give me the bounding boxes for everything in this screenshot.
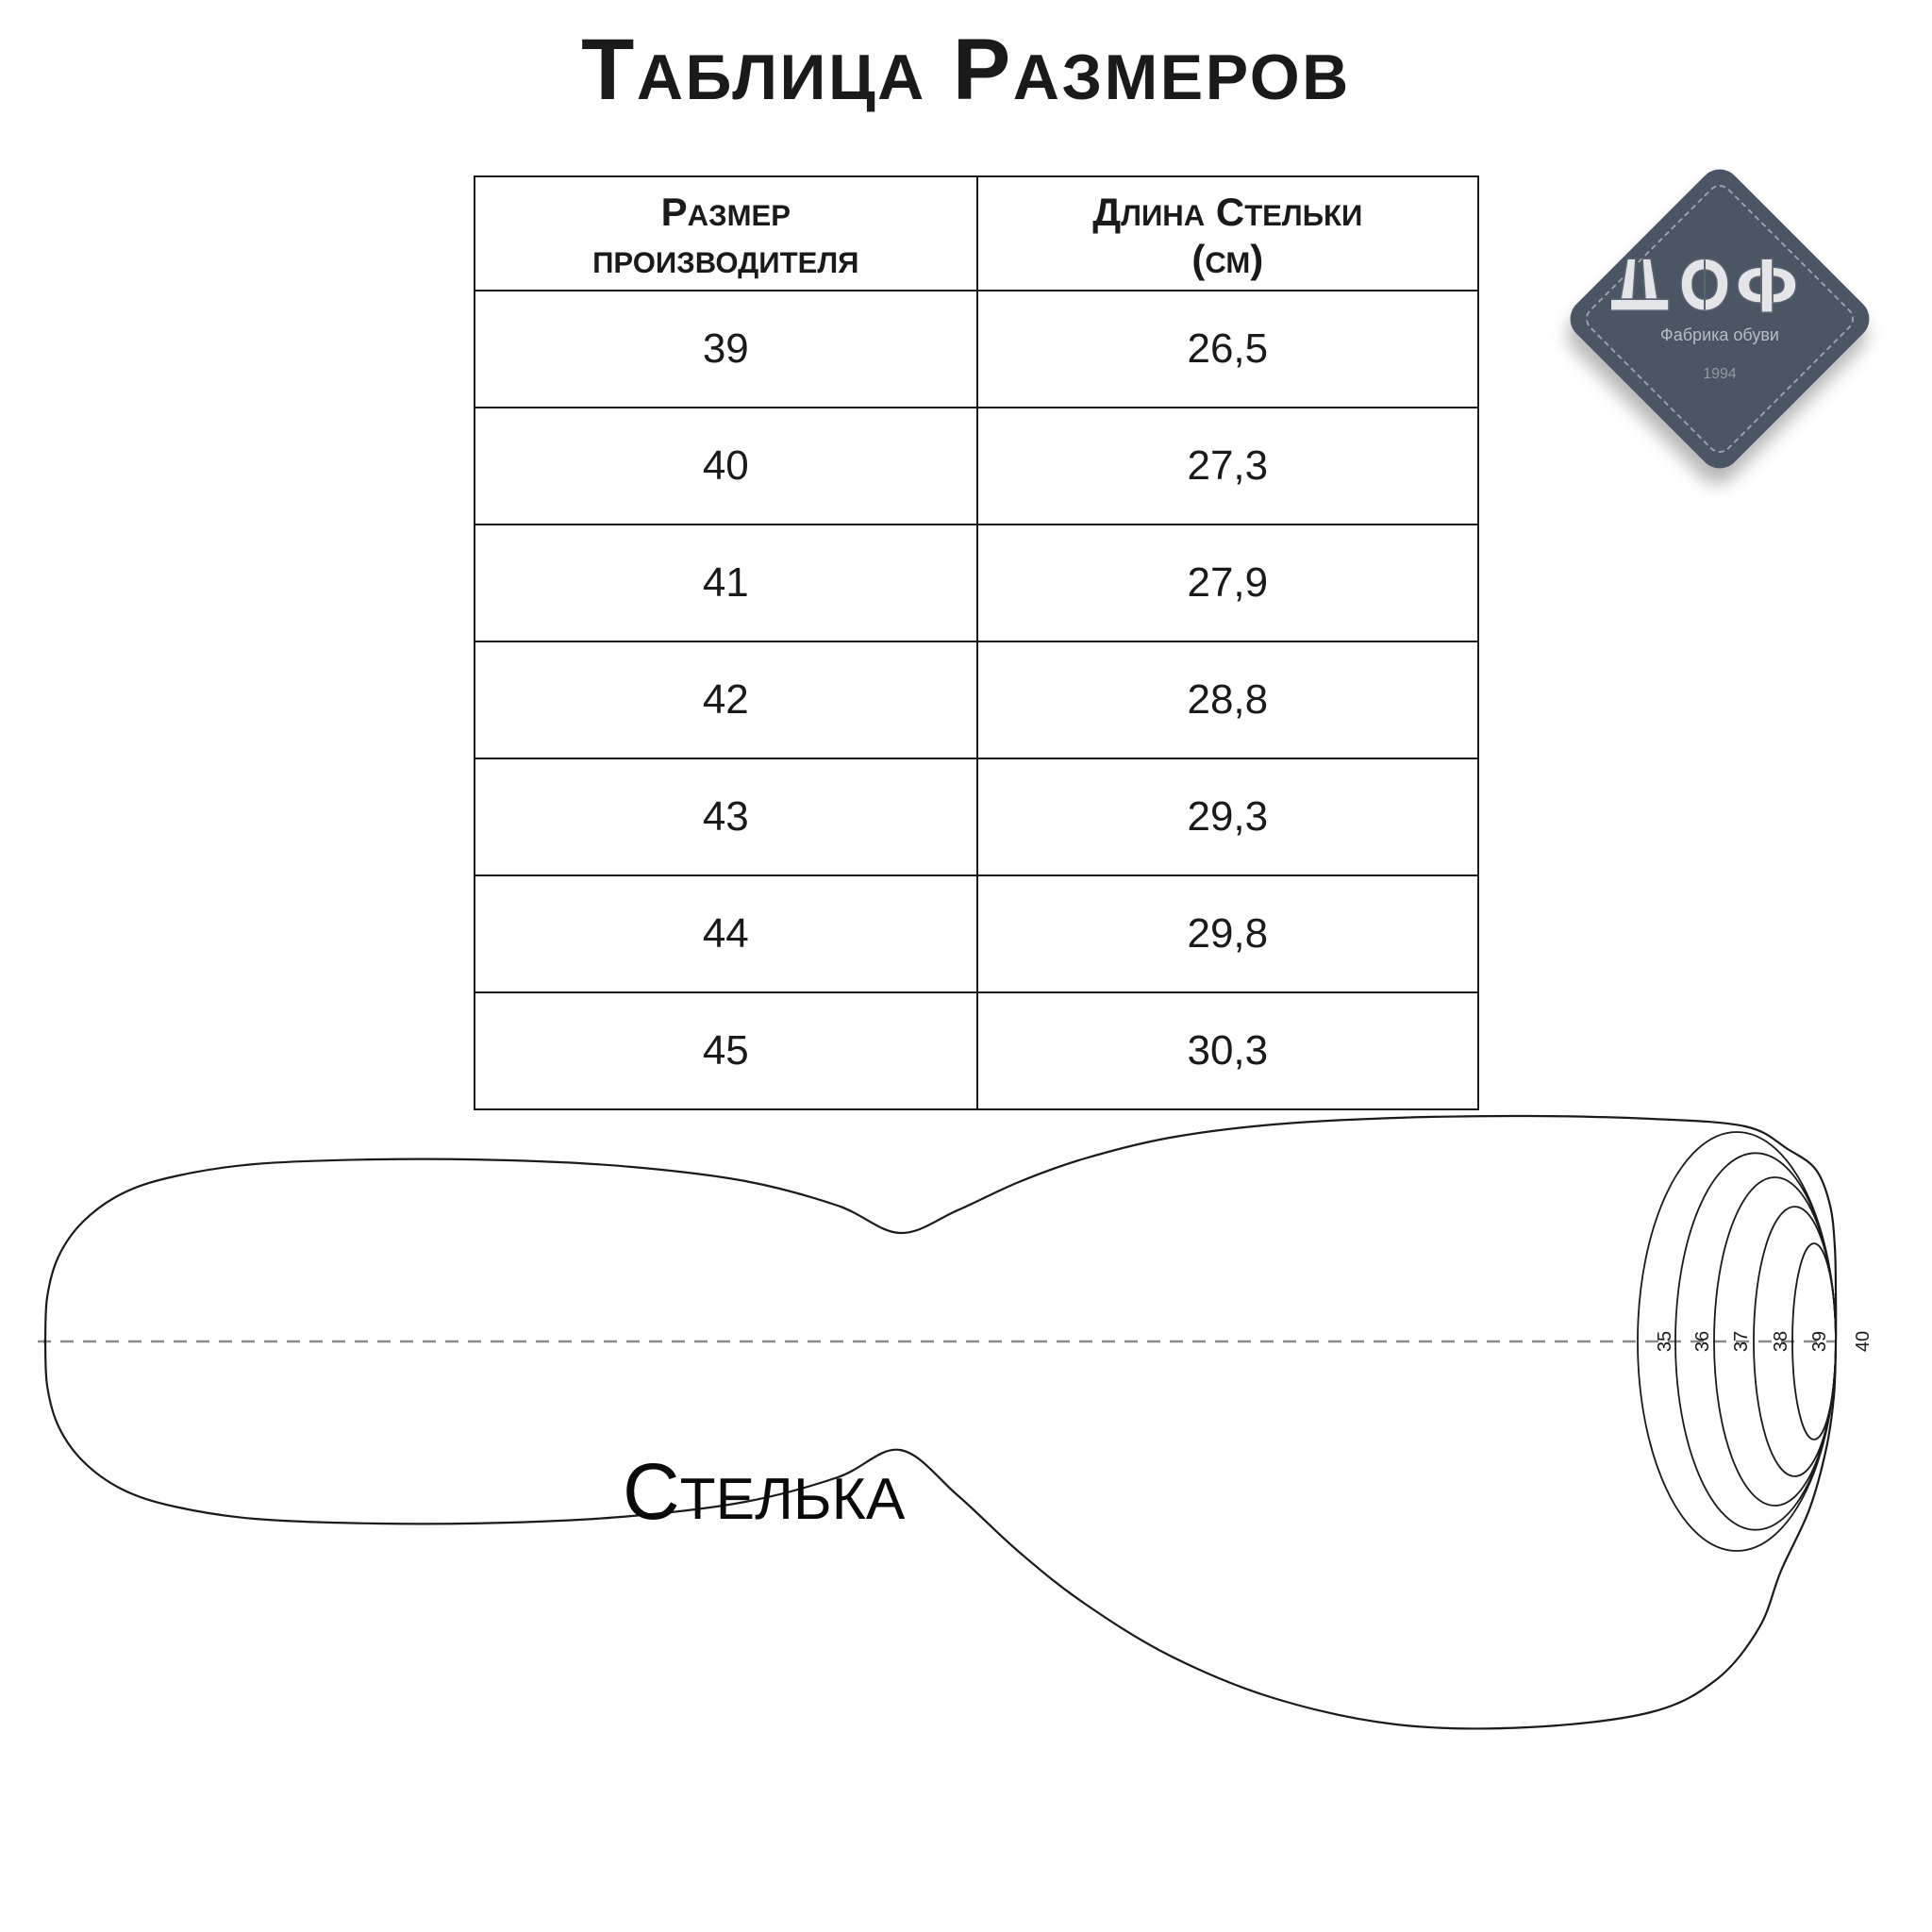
svg-text:36: 36 <box>1692 1331 1713 1352</box>
svg-text:35: 35 <box>1655 1331 1675 1352</box>
svg-text:СТЕЛЬКА: СТЕЛЬКА <box>623 1447 906 1536</box>
svg-text:37: 37 <box>1731 1331 1752 1352</box>
svg-text:40: 40 <box>1853 1331 1874 1352</box>
svg-text:39: 39 <box>1809 1331 1830 1352</box>
svg-text:38: 38 <box>1771 1331 1791 1352</box>
